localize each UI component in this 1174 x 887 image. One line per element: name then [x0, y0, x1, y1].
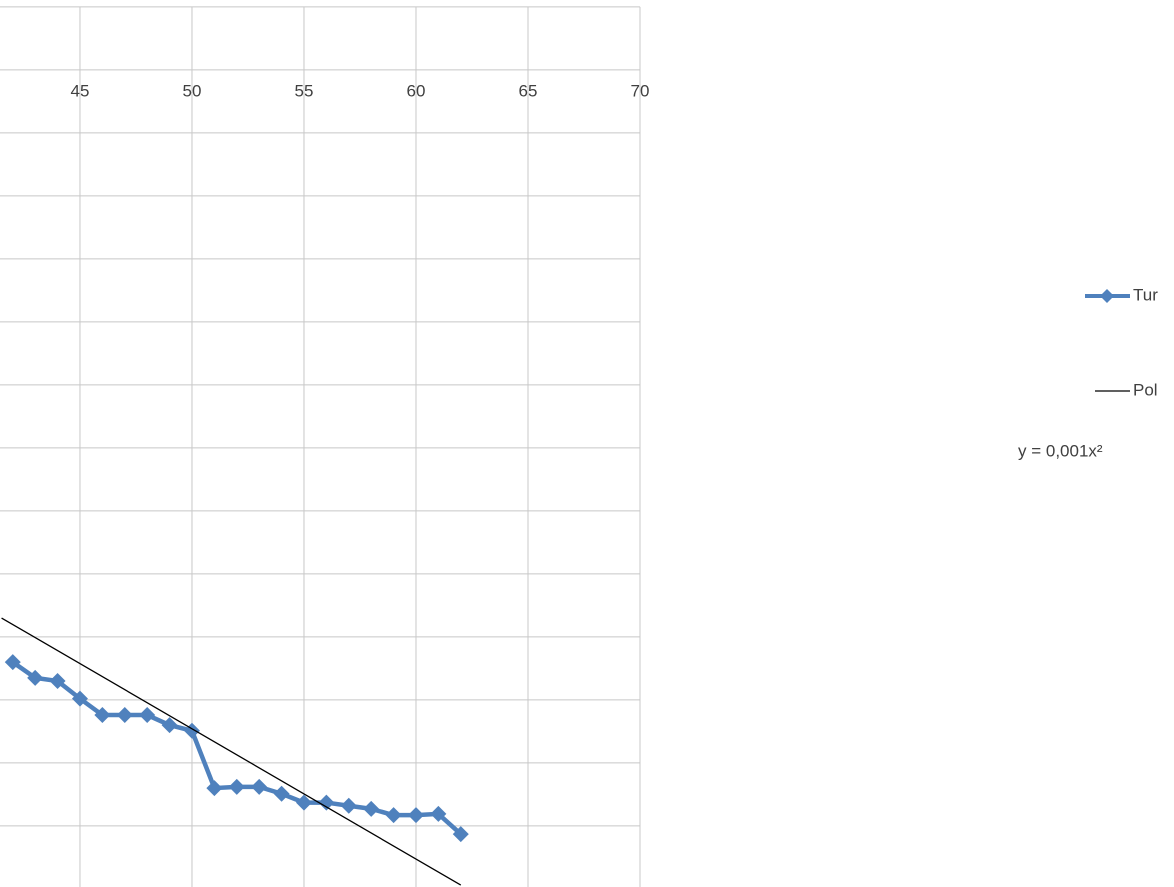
marker	[407, 807, 424, 824]
x-tick-label: 45	[71, 81, 90, 100]
marker	[452, 826, 469, 843]
marker	[161, 717, 178, 734]
marker	[385, 807, 402, 824]
marker	[139, 707, 156, 724]
legend-label: Tur	[1133, 285, 1158, 304]
series-line	[1, 617, 462, 886]
marker	[295, 794, 312, 811]
marker	[206, 780, 223, 797]
marker	[340, 797, 357, 814]
trendline-equation: y = 0,001x²	[1018, 441, 1103, 460]
marker	[363, 800, 380, 817]
marker	[71, 690, 88, 707]
x-tick-label: 70	[631, 81, 650, 100]
marker	[430, 805, 447, 822]
marker	[251, 778, 268, 795]
x-tick-label: 55	[295, 81, 314, 100]
x-tick-label: 50	[183, 81, 202, 100]
marker	[116, 707, 133, 724]
marker	[49, 672, 66, 689]
legend-label: Pol	[1133, 380, 1158, 399]
marker	[318, 794, 335, 811]
x-tick-label: 60	[407, 81, 426, 100]
marker	[27, 669, 44, 686]
marker	[228, 778, 245, 795]
marker	[94, 707, 111, 724]
marker	[273, 785, 290, 802]
legend-marker	[1100, 289, 1114, 303]
x-tick-label: 65	[519, 81, 538, 100]
marker	[4, 654, 21, 671]
